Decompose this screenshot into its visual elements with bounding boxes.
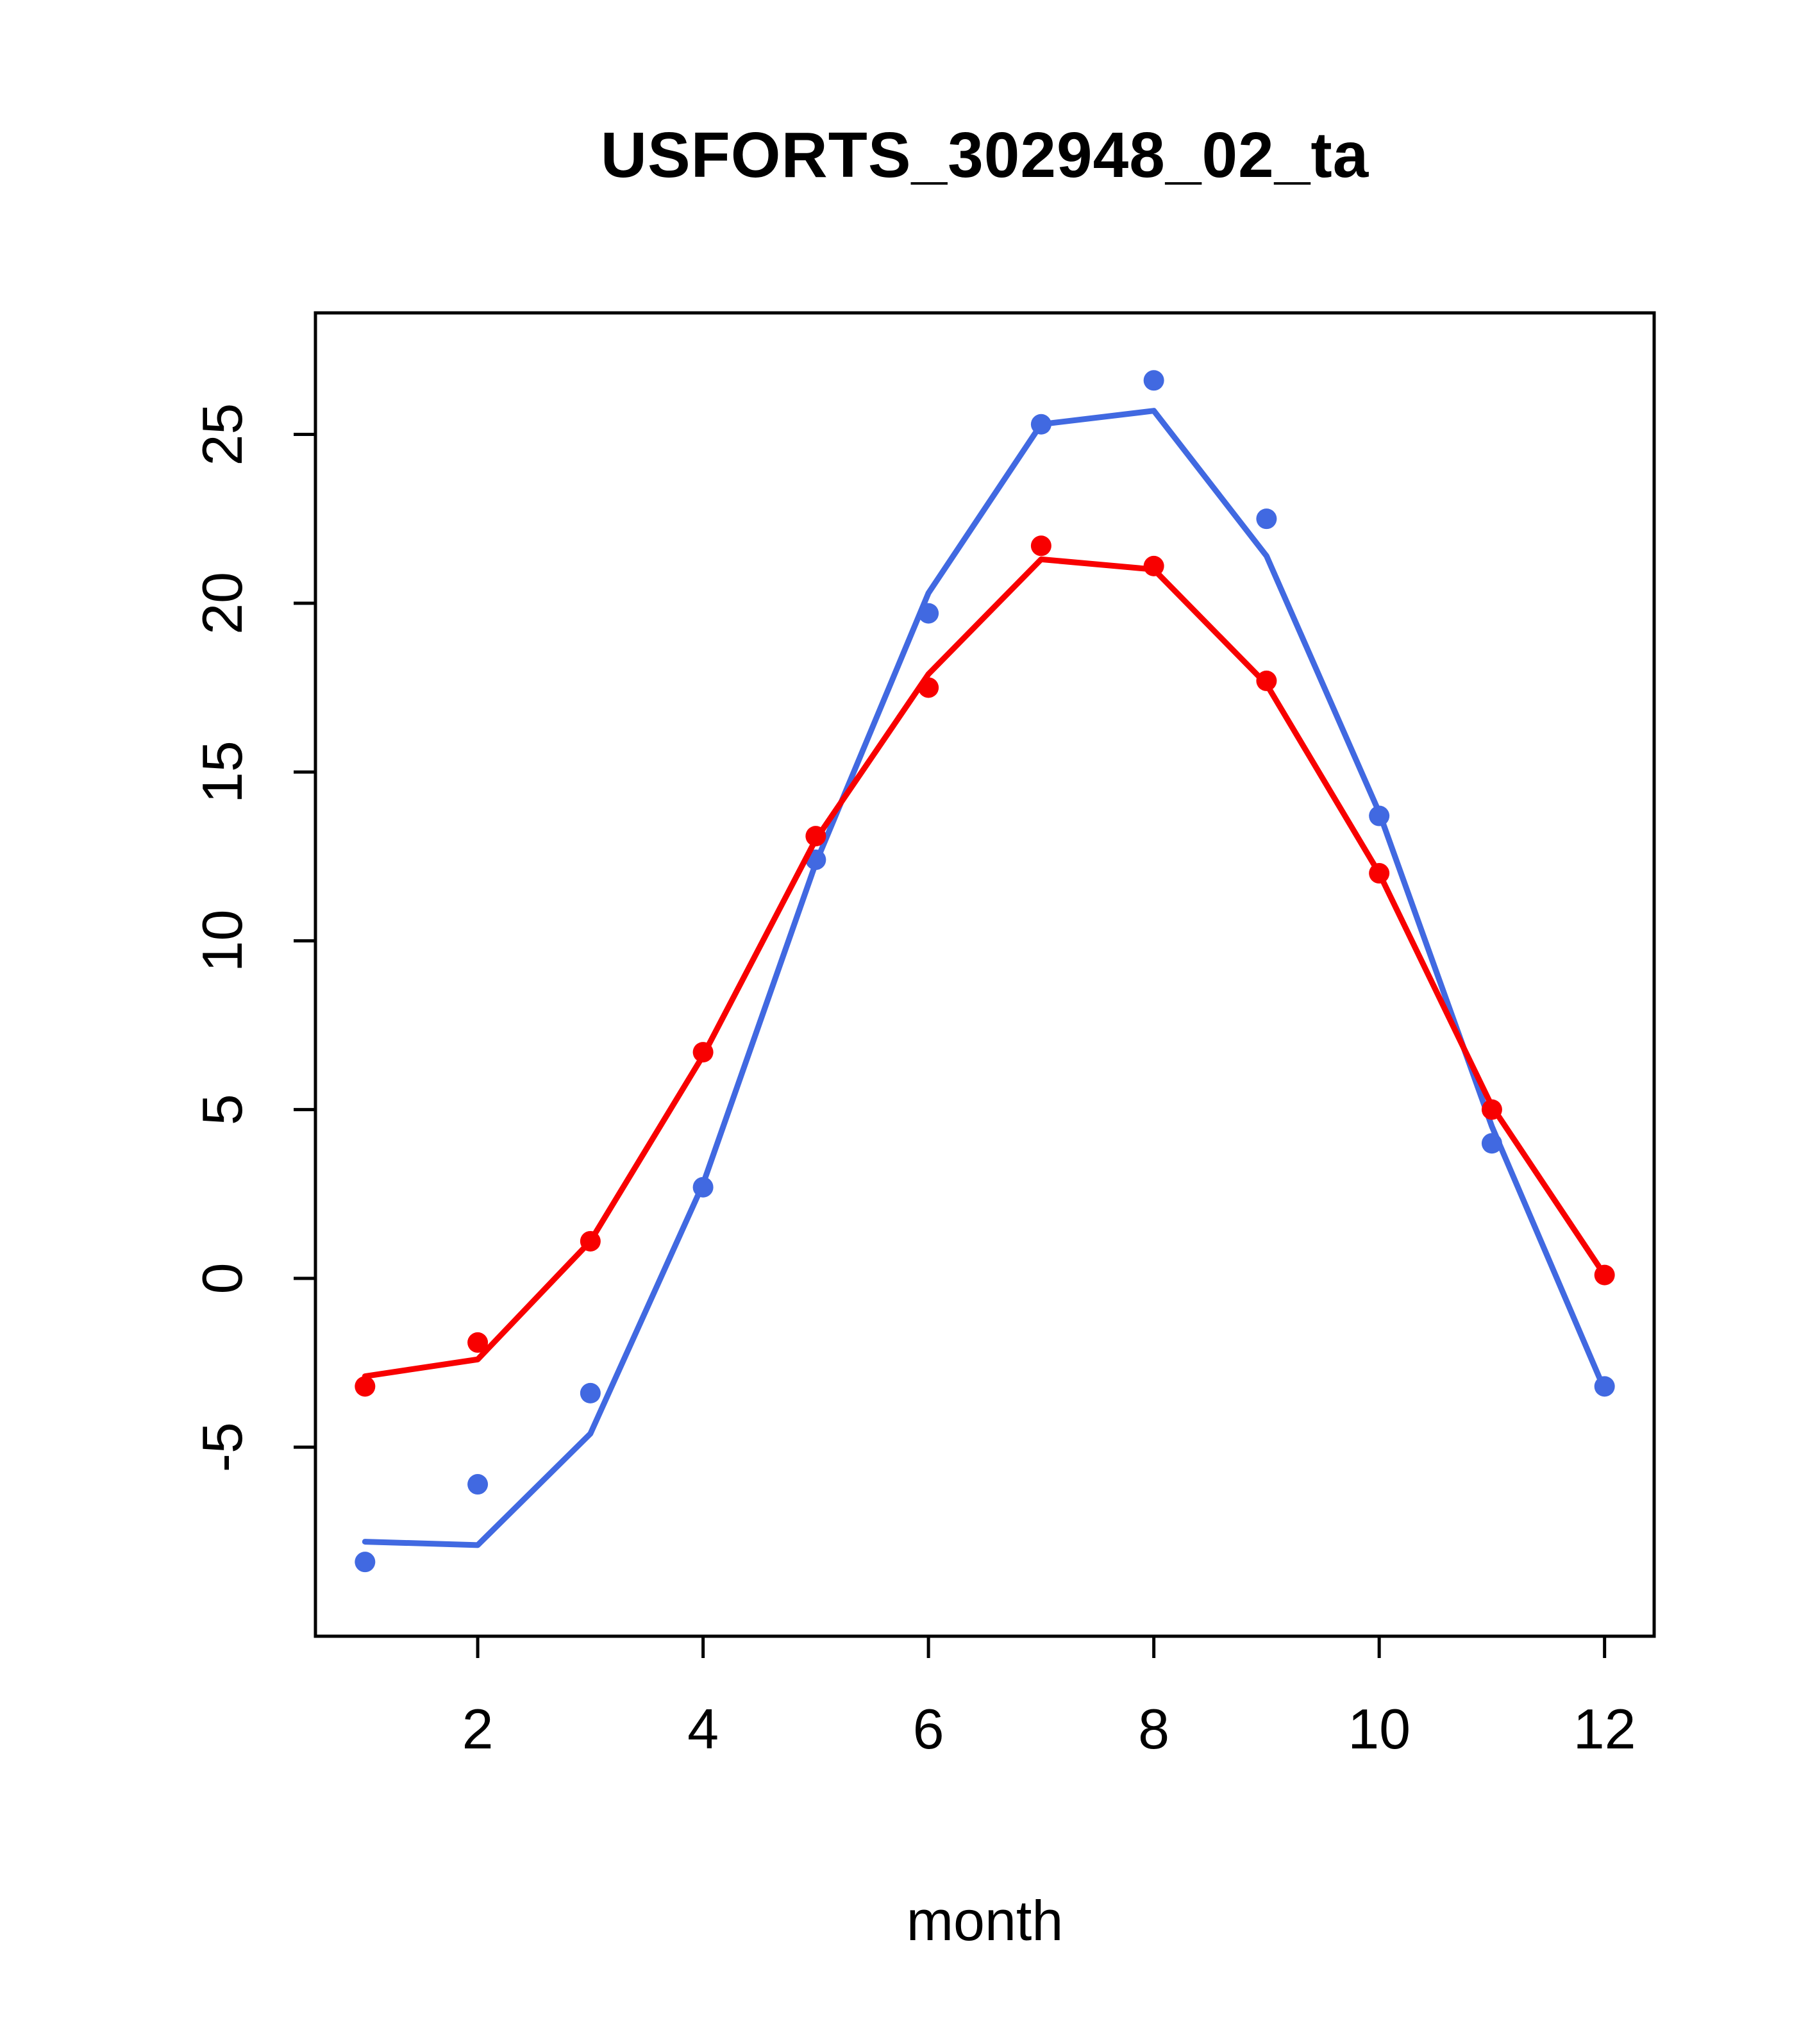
plot-box	[314, 311, 1656, 1638]
chart-title: USFORTS_302948_02_ta	[600, 119, 1369, 191]
y-tick-label: 5	[190, 1094, 254, 1125]
y-tick-label: 10	[190, 909, 254, 972]
x-tick-label: 4	[687, 1697, 719, 1761]
series-point-blue-points	[1481, 1133, 1502, 1154]
x-tick-label: 10	[1348, 1697, 1411, 1761]
series-point-red-points	[1594, 1264, 1615, 1286]
series-blue-line	[362, 408, 1608, 1548]
series-point-red-points	[1030, 535, 1051, 557]
series-point-blue-points	[918, 603, 939, 624]
series-point-red-points	[1481, 1099, 1502, 1120]
series-point-blue-points	[692, 1177, 714, 1198]
series-point-red-points	[355, 1376, 376, 1397]
y-tick-label: 25	[190, 403, 254, 466]
x-tick-label: 12	[1573, 1697, 1636, 1761]
series-point-red-points	[1143, 555, 1164, 576]
x-tick-label: 8	[1138, 1697, 1169, 1761]
series-point-blue-points	[1143, 370, 1164, 391]
series-point-red-points	[805, 826, 826, 847]
series-point-blue-points	[1369, 805, 1390, 826]
series-point-blue-points	[1030, 414, 1051, 435]
x-tick-label: 6	[913, 1697, 944, 1761]
series-point-red-points	[918, 677, 939, 698]
y-tick-label: 15	[190, 741, 254, 803]
series-point-red-points	[580, 1230, 601, 1252]
series-point-red-points	[692, 1042, 714, 1063]
series-point-red-points	[467, 1332, 489, 1353]
y-tick-label: -5	[190, 1422, 254, 1472]
x-tick-label: 2	[462, 1697, 494, 1761]
series-point-blue-points	[1594, 1376, 1615, 1397]
x-axis-title: month	[906, 1889, 1064, 1952]
y-tick-label: 0	[190, 1262, 254, 1294]
series-point-blue-points	[1256, 508, 1277, 530]
series-point-blue-points	[580, 1382, 601, 1403]
series-point-red-points	[1369, 863, 1390, 884]
series-point-blue-points	[355, 1552, 376, 1573]
series-point-blue-points	[467, 1474, 489, 1495]
series-red-line	[362, 556, 1608, 1380]
y-tick-label: 20	[190, 572, 254, 635]
series-point-red-points	[1256, 670, 1277, 691]
